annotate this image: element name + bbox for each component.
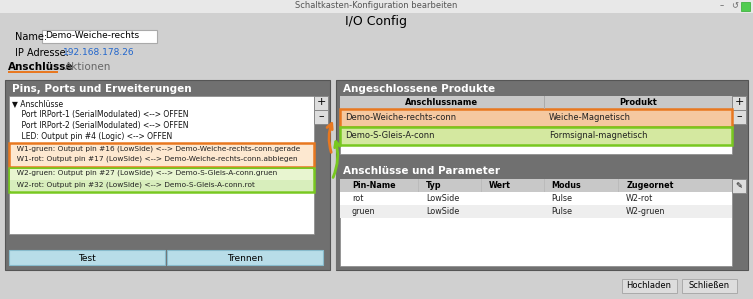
Text: Port IRPort-1 (SerialModulated) <--> OFFEN: Port IRPort-1 (SerialModulated) <--> OFF… xyxy=(12,110,188,119)
Text: Schaltkasten-Konfiguration bearbeiten: Schaltkasten-Konfiguration bearbeiten xyxy=(295,1,457,10)
Text: ✎: ✎ xyxy=(736,181,742,190)
Text: Demo-S-Gleis-A-conn: Demo-S-Gleis-A-conn xyxy=(345,131,434,140)
Bar xyxy=(10,169,313,180)
Text: W2-rot: Output pin #32 (LowSide) <--> Demo-S-Gleis-A-conn.rot: W2-rot: Output pin #32 (LowSide) <--> De… xyxy=(12,181,255,187)
Bar xyxy=(9,250,165,265)
Text: 192.168.178.26: 192.168.178.26 xyxy=(63,48,135,57)
Text: –: – xyxy=(319,111,324,121)
Text: W1-gruen: Output pin #16 (LowSide) <--> Demo-Weiche-rechts-conn.gerade: W1-gruen: Output pin #16 (LowSide) <--> … xyxy=(12,145,300,152)
Text: gruen: gruen xyxy=(352,207,375,216)
Text: Anschlüsse: Anschlüsse xyxy=(8,62,74,72)
Text: +: + xyxy=(316,97,326,107)
Text: Pins, Ports und Erweiterungen: Pins, Ports und Erweiterungen xyxy=(12,84,191,94)
Bar xyxy=(340,179,732,266)
Bar xyxy=(167,250,323,265)
Text: Demo-Weiche-rechts-conn: Demo-Weiche-rechts-conn xyxy=(345,113,456,122)
Text: W2-rot: W2-rot xyxy=(626,194,654,203)
Text: W1-rot: Output pin #17 (LowSide) <--> Demo-Weiche-rechts-conn.abbiegen: W1-rot: Output pin #17 (LowSide) <--> De… xyxy=(12,156,297,162)
Text: rot: rot xyxy=(352,194,363,203)
Bar xyxy=(9,96,314,234)
Bar xyxy=(9,143,314,167)
Text: Typ: Typ xyxy=(426,181,442,190)
Text: W2-gruen: W2-gruen xyxy=(626,207,666,216)
Bar xyxy=(8,71,58,73)
Text: ↺: ↺ xyxy=(731,1,738,10)
Text: W2-gruen: Output pin #27 (LowSide) <--> Demo-S-Gleis-A-conn.gruen: W2-gruen: Output pin #27 (LowSide) <--> … xyxy=(12,170,277,176)
Bar xyxy=(682,279,737,293)
Bar xyxy=(340,127,732,145)
Bar xyxy=(481,179,482,192)
Text: Anschlüsse und Parameter: Anschlüsse und Parameter xyxy=(343,166,500,176)
Text: +: + xyxy=(734,97,744,107)
Bar xyxy=(340,179,732,192)
Text: Zugeornet: Zugeornet xyxy=(626,181,673,190)
Bar xyxy=(544,96,545,109)
Text: Pulse: Pulse xyxy=(552,194,573,203)
Text: Name:: Name: xyxy=(15,32,47,42)
Text: Test: Test xyxy=(78,254,96,263)
Text: LED: Output pin #4 (Logic) <--> OFFEN: LED: Output pin #4 (Logic) <--> OFFEN xyxy=(12,132,172,141)
Text: Aktionen: Aktionen xyxy=(65,62,111,72)
Text: Schließen: Schließen xyxy=(688,281,730,290)
Text: Angeschlossene Produkte: Angeschlossene Produkte xyxy=(343,84,495,94)
Bar xyxy=(622,279,677,293)
Bar xyxy=(336,162,748,270)
Bar xyxy=(340,96,732,154)
Bar xyxy=(0,275,753,299)
Text: Hochladen: Hochladen xyxy=(626,281,672,290)
Text: Demo-Weiche-rechts: Demo-Weiche-rechts xyxy=(45,31,139,40)
Text: LowSide: LowSide xyxy=(426,194,459,203)
Bar xyxy=(741,2,750,11)
Bar xyxy=(9,168,314,192)
Text: Modus: Modus xyxy=(552,181,581,190)
Bar xyxy=(732,110,746,124)
Bar xyxy=(314,110,328,124)
Bar xyxy=(0,0,753,13)
Text: Port IRPort-2 (SerialModulated) <--> OFFEN: Port IRPort-2 (SerialModulated) <--> OFF… xyxy=(12,121,188,130)
Text: IP Adresse:: IP Adresse: xyxy=(15,48,69,58)
Text: Pulse: Pulse xyxy=(552,207,573,216)
Bar xyxy=(618,179,619,192)
Text: Formsignal-magnetisch: Formsignal-magnetisch xyxy=(549,131,648,140)
Bar xyxy=(544,179,545,192)
Text: ▼ Anschlüsse: ▼ Anschlüsse xyxy=(12,99,63,108)
Bar xyxy=(340,109,732,127)
Text: Produkt: Produkt xyxy=(619,98,657,107)
Bar xyxy=(732,96,746,110)
Bar xyxy=(42,30,157,43)
Bar xyxy=(340,192,732,205)
Bar xyxy=(314,96,328,110)
Bar xyxy=(10,180,313,191)
Text: Anschlussname: Anschlussname xyxy=(405,98,478,107)
Text: Trennen: Trennen xyxy=(227,254,263,263)
Bar xyxy=(340,96,732,109)
Bar xyxy=(732,179,746,193)
Bar xyxy=(5,80,330,270)
Text: –: – xyxy=(736,111,742,121)
Text: LowSide: LowSide xyxy=(426,207,459,216)
Text: Wert: Wert xyxy=(489,181,511,190)
Text: Pin-Name: Pin-Name xyxy=(352,181,395,190)
Text: I/O Config: I/O Config xyxy=(345,15,407,28)
Bar xyxy=(340,205,732,218)
Text: Weiche-Magnetisch: Weiche-Magnetisch xyxy=(549,113,631,122)
Bar xyxy=(336,80,748,270)
Text: –: – xyxy=(720,1,724,10)
